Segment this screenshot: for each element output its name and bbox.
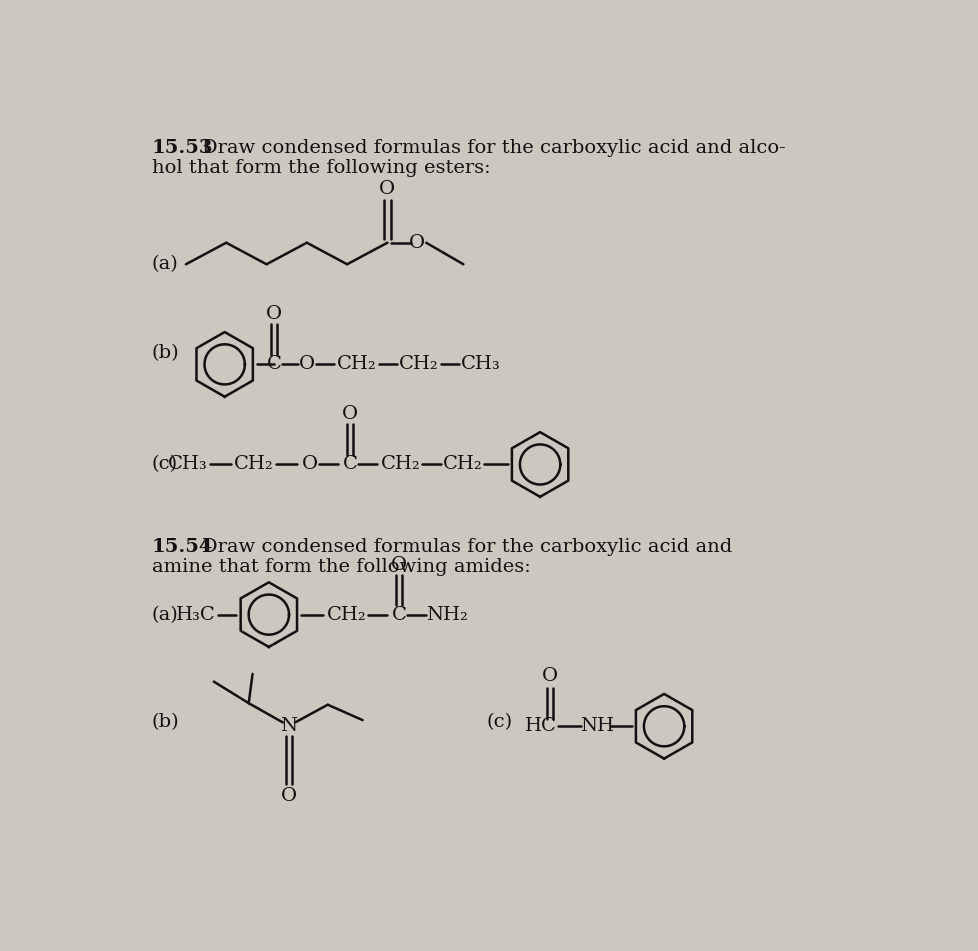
Text: HC: HC xyxy=(524,717,556,735)
Text: CH₂: CH₂ xyxy=(326,606,366,624)
Text: (b): (b) xyxy=(152,713,179,731)
Text: N: N xyxy=(281,717,297,735)
Text: CH₃: CH₃ xyxy=(461,356,501,374)
Text: CH₃: CH₃ xyxy=(168,456,208,474)
Text: C: C xyxy=(391,606,406,624)
Text: O: O xyxy=(266,305,282,323)
Text: (c): (c) xyxy=(152,456,178,474)
Text: C: C xyxy=(267,356,282,374)
Text: H₃C: H₃C xyxy=(176,606,216,624)
Text: 15.53: 15.53 xyxy=(152,139,213,157)
Text: O: O xyxy=(298,356,315,374)
Text: CH₂: CH₂ xyxy=(399,356,438,374)
Text: O: O xyxy=(342,405,358,423)
Text: NH: NH xyxy=(579,717,613,735)
Text: CH₂: CH₂ xyxy=(337,356,377,374)
Text: Draw condensed formulas for the carboxylic acid and: Draw condensed formulas for the carboxyl… xyxy=(202,537,732,555)
Text: NH₂: NH₂ xyxy=(425,606,467,624)
Text: O: O xyxy=(378,180,395,198)
Text: CH₂: CH₂ xyxy=(380,456,420,474)
Text: (c): (c) xyxy=(486,713,512,731)
Text: CH₂: CH₂ xyxy=(442,456,482,474)
Text: (a): (a) xyxy=(152,255,178,273)
Text: O: O xyxy=(281,786,296,805)
Text: CH₂: CH₂ xyxy=(234,456,274,474)
Text: O: O xyxy=(542,668,557,686)
Text: (a): (a) xyxy=(152,606,178,624)
Text: O: O xyxy=(301,456,318,474)
Text: 15.54: 15.54 xyxy=(152,537,213,555)
Text: O: O xyxy=(409,234,424,252)
Text: (b): (b) xyxy=(152,344,179,361)
Text: C: C xyxy=(342,456,357,474)
Text: hol that form the following esters:: hol that form the following esters: xyxy=(152,159,490,177)
Text: Draw condensed formulas for the carboxylic acid and alco-: Draw condensed formulas for the carboxyl… xyxy=(202,139,785,157)
Text: O: O xyxy=(390,555,407,573)
Text: amine that form the following amides:: amine that form the following amides: xyxy=(152,557,530,575)
